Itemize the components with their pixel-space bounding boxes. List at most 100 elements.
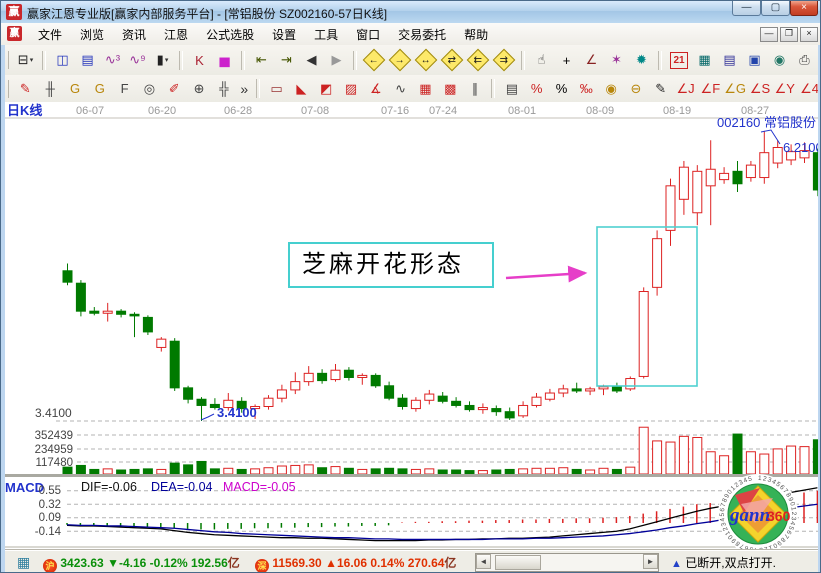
menu-item-tools[interactable]: 工具 [314,27,339,42]
price-square-tool[interactable]: ▦ [419,80,432,96]
market-board-icon[interactable]: ▦ [17,554,31,570]
pan-right-icon[interactable]: → [388,48,412,72]
mdi-close-button[interactable]: × [800,27,818,42]
fan-grid-tool[interactable]: ▨ [344,80,358,96]
zigzag-tool[interactable]: ∿ [395,80,407,96]
minute-3-chart-icon[interactable]: ∿³ [104,52,121,67]
gold-circle-tool[interactable]: ◉ [605,80,617,96]
price-square-2-icon[interactable]: ▩ [444,80,457,96]
scroll-right-button[interactable]: ► [643,554,658,569]
annotation-arrow [505,265,588,283]
maximize-button[interactable]: ▢ [761,1,790,16]
gold-grid-b-icon[interactable]: G [94,81,105,96]
brush-tool-2-icon[interactable]: ✐ [168,80,180,96]
scroll-thumb[interactable] [495,555,541,570]
calendar-tool[interactable]: 21 [670,51,688,69]
kline-chart[interactable]: 06-07 06-20 06-28 07-08 07-16 07-24 08-01 08-09… [1,102,821,549]
pan-left-icon[interactable]: ← [362,48,386,72]
export-tool[interactable]: ◉ [773,52,786,67]
gann-angle-j-icon[interactable]: ∠J [676,80,695,96]
percent-retracement-icon[interactable]: % [530,81,543,96]
calculator-tool[interactable]: ▦ [698,52,711,67]
sh-index-value: 3423.63 [60,556,104,570]
scroll-left-button[interactable]: ◄ [476,554,491,569]
gold-grid-a-icon[interactable]: G [69,81,81,96]
menu-item-gann[interactable]: 江恩 [164,27,189,42]
percent-lines-icon[interactable]: ‰ [579,81,593,96]
candle-body [719,172,730,181]
pan-fast-right-icon[interactable]: ⇉ [492,48,516,72]
kline-period-dropdown-icon[interactable]: ⊟ ▾ [17,52,34,67]
percent-tool[interactable]: % [555,81,568,96]
menu-item-window[interactable]: 窗口 [356,27,381,42]
gann-rose-teal-icon[interactable]: ✹ [636,52,647,67]
gann-rose-purple-icon[interactable]: ✶ [611,52,622,67]
volume-bar [531,467,542,475]
gann-angle-f-icon[interactable]: ∠F [700,80,721,96]
minute-9-chart-icon[interactable]: ∿⁹ [129,52,146,67]
memo-tool[interactable]: ▤ [723,52,736,67]
pan-fast-left-icon[interactable]: ⇇ [466,48,490,72]
shanghai-index[interactable]: 沪 3423.63 ▼-4.16 -0.12% 192.56亿 [43,554,240,572]
volume-bar [464,470,475,475]
nav-next-icon[interactable]: ▶ [331,52,342,67]
dense-grid-tool[interactable]: ╬ [219,81,229,96]
nav-last-icon[interactable]: ⇥ [281,52,292,67]
range-box-tool[interactable]: ▭ [270,80,283,96]
angle-set-tool[interactable]: ∡ [369,80,382,96]
minimize-button[interactable]: — [732,1,761,16]
gold-angle-icon[interactable]: ∠G [724,80,747,96]
nav-first-icon[interactable]: ⇤ [256,52,267,67]
menu-item-browse[interactable]: 浏览 [80,27,105,42]
window-frame-left [1,45,5,572]
expand-horizontal-icon[interactable]: ↔ [414,48,438,72]
volume-bar [156,468,167,475]
win-angle-icon[interactable]: ∠Y [774,80,795,96]
mdi-minimize-button[interactable]: — [760,27,778,42]
save-tool[interactable]: ▣ [748,52,761,67]
shenzhen-index[interactable]: 深 11569.30 ▲16.06 0.14% 270.64亿 [255,554,456,572]
speed-angle-icon[interactable]: ∠S [749,80,771,96]
spiral-tool[interactable]: ◎ [143,80,156,96]
multi-chart-window-icon[interactable]: ◫ [56,52,69,67]
compress-horizontal-icon[interactable]: ⇄ [440,48,464,72]
grid-tool[interactable]: ╫ [45,81,55,96]
k-brush-tool[interactable]: ✎ [655,80,667,96]
horizontal-scrollbar[interactable]: ◄ ► [475,553,659,572]
crosshair-tool[interactable]: + [562,52,571,68]
menu-item-news[interactable]: 资讯 [122,27,147,42]
volume-bar [759,453,770,475]
gann-circle-tool[interactable]: ⊕ [193,80,205,96]
menu-item-help[interactable]: 帮助 [464,27,489,42]
menu-bar: 赢 文件 浏览 资讯 江恩 公式选股 设置 工具 窗口 交易委托 帮助 — ❐ × [1,23,820,46]
brush-tool[interactable]: ✎ [19,80,31,96]
angle-measure-tool[interactable]: ∠ [585,52,598,67]
menu-item-file[interactable]: 文件 [38,27,63,42]
volume-bar [263,467,274,475]
color-volume-chart-icon[interactable]: ▅ [219,52,230,67]
more-tools-icon[interactable]: » [240,80,249,97]
title-bar[interactable]: 赢 赢家江恩专业版[赢家内部服务平台] - [常铝股份 SZ002160-57日… [1,1,820,24]
parallel-channel-icon[interactable]: ∥ [471,80,479,96]
gann360-logo[interactable]: 1234567890123456789012345678901234567890… [718,474,798,549]
sz-percent: 0.14% [370,556,405,570]
candle-body [370,374,381,387]
info-panel-icon[interactable]: ▤ [81,52,94,67]
mdi-restore-button[interactable]: ❐ [780,27,798,42]
kline-theme-icon[interactable]: K [195,52,204,68]
menu-item-trade-order[interactable]: 交易委托 [398,27,447,42]
hand-tool[interactable]: ☝ [537,52,546,67]
menu-item-settings[interactable]: 设置 [272,27,297,42]
four-angle-icon[interactable]: ∠4 [800,80,820,96]
fibonacci-grid-icon[interactable]: F [120,81,129,96]
fan-box-tool[interactable]: ◩ [320,80,333,96]
close-button[interactable]: × [790,1,818,16]
gold-ratio-line-icon[interactable]: ⊖ [630,80,642,96]
nav-prev-icon[interactable]: ◀ [306,52,317,67]
measure-list-icon[interactable]: ▤ [505,80,518,96]
menu-item-formula-stock-picker[interactable]: 公式选股 [206,27,255,42]
candle-style-dropdown-icon[interactable]: ▮ ▾ [156,52,169,67]
connection-status[interactable]: ▲ 已断开,双点打开. [671,554,776,571]
print-tool[interactable]: ⎙ [799,52,810,67]
gann-fan-tool[interactable]: ◣ [296,80,307,96]
